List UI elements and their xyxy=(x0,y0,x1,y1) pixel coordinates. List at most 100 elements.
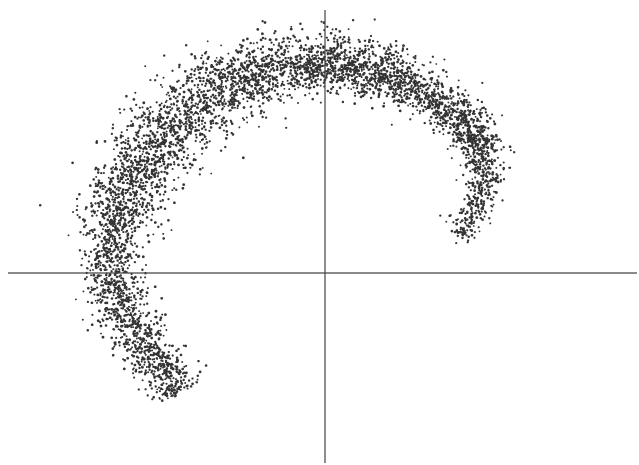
data-point xyxy=(466,127,470,131)
data-point xyxy=(379,55,382,58)
data-point xyxy=(127,305,131,308)
data-point xyxy=(145,205,148,208)
data-point xyxy=(282,63,284,66)
data-point xyxy=(164,110,167,113)
data-point xyxy=(441,68,445,72)
data-point xyxy=(266,62,269,65)
data-point xyxy=(233,59,237,62)
data-point xyxy=(96,256,100,260)
data-point xyxy=(422,101,426,105)
data-point xyxy=(211,70,214,74)
data-point xyxy=(78,216,81,219)
data-point xyxy=(144,353,147,356)
data-point xyxy=(355,75,358,78)
data-point xyxy=(196,65,200,69)
data-point xyxy=(185,82,188,85)
data-point xyxy=(470,138,473,141)
data-point xyxy=(371,39,375,43)
data-point xyxy=(332,46,336,50)
data-point xyxy=(326,38,330,42)
data-point xyxy=(139,163,143,167)
data-point xyxy=(189,166,192,169)
data-point xyxy=(466,162,469,165)
data-point xyxy=(90,301,94,305)
data-point xyxy=(183,365,186,368)
data-point xyxy=(94,287,97,290)
data-point xyxy=(450,97,453,100)
data-point xyxy=(398,83,402,86)
data-point xyxy=(138,225,141,229)
data-point xyxy=(482,146,485,149)
data-point xyxy=(187,379,191,382)
data-point xyxy=(314,74,317,78)
data-point xyxy=(370,45,373,49)
data-point xyxy=(470,199,473,203)
data-point xyxy=(259,68,262,72)
data-point xyxy=(449,113,453,117)
data-point xyxy=(165,367,169,370)
data-point xyxy=(97,259,101,263)
data-point xyxy=(158,165,161,168)
data-point xyxy=(337,68,340,71)
data-point xyxy=(120,290,123,293)
data-point xyxy=(456,132,460,136)
data-point xyxy=(134,332,137,335)
data-point xyxy=(153,375,156,378)
data-point xyxy=(117,313,121,317)
data-point xyxy=(190,118,193,121)
data-point xyxy=(146,302,149,305)
data-point xyxy=(118,241,121,244)
data-point xyxy=(469,104,472,107)
data-point xyxy=(477,226,480,229)
data-point xyxy=(149,342,153,346)
data-point xyxy=(472,195,476,198)
data-point xyxy=(485,163,488,166)
data-point xyxy=(169,145,172,148)
data-point xyxy=(123,169,126,173)
data-point xyxy=(182,155,185,159)
data-point xyxy=(205,62,208,65)
data-point xyxy=(329,31,333,35)
data-point xyxy=(320,72,323,75)
data-point xyxy=(105,246,108,250)
data-point xyxy=(308,78,311,80)
data-point xyxy=(130,234,134,237)
data-point xyxy=(388,51,392,55)
data-point xyxy=(164,359,168,362)
data-point xyxy=(427,101,431,105)
data-point xyxy=(165,329,168,331)
data-point xyxy=(187,113,190,116)
data-point xyxy=(104,266,107,269)
data-point xyxy=(198,100,201,104)
data-point xyxy=(126,233,129,236)
data-point xyxy=(230,86,233,89)
data-point xyxy=(455,230,458,233)
data-point xyxy=(131,187,134,190)
data-point xyxy=(169,163,173,166)
data-point xyxy=(328,56,331,59)
data-point xyxy=(434,93,437,96)
data-point xyxy=(152,119,155,123)
data-point xyxy=(121,283,124,286)
data-point xyxy=(256,83,259,86)
data-point xyxy=(120,131,123,134)
data-point xyxy=(389,57,392,61)
data-point xyxy=(284,44,288,48)
data-point xyxy=(478,112,481,115)
data-point xyxy=(111,234,114,238)
data-point xyxy=(433,106,437,109)
data-point xyxy=(459,230,463,234)
data-point xyxy=(476,129,479,132)
data-point xyxy=(148,163,151,166)
data-point xyxy=(162,105,166,109)
data-point xyxy=(183,69,187,73)
data-point xyxy=(414,84,417,88)
data-point xyxy=(85,234,88,237)
data-point xyxy=(108,257,111,260)
data-point xyxy=(139,276,142,279)
data-point xyxy=(156,127,159,130)
data-point xyxy=(396,92,398,95)
data-point xyxy=(447,106,450,109)
data-point xyxy=(474,166,477,170)
data-point xyxy=(173,163,176,166)
